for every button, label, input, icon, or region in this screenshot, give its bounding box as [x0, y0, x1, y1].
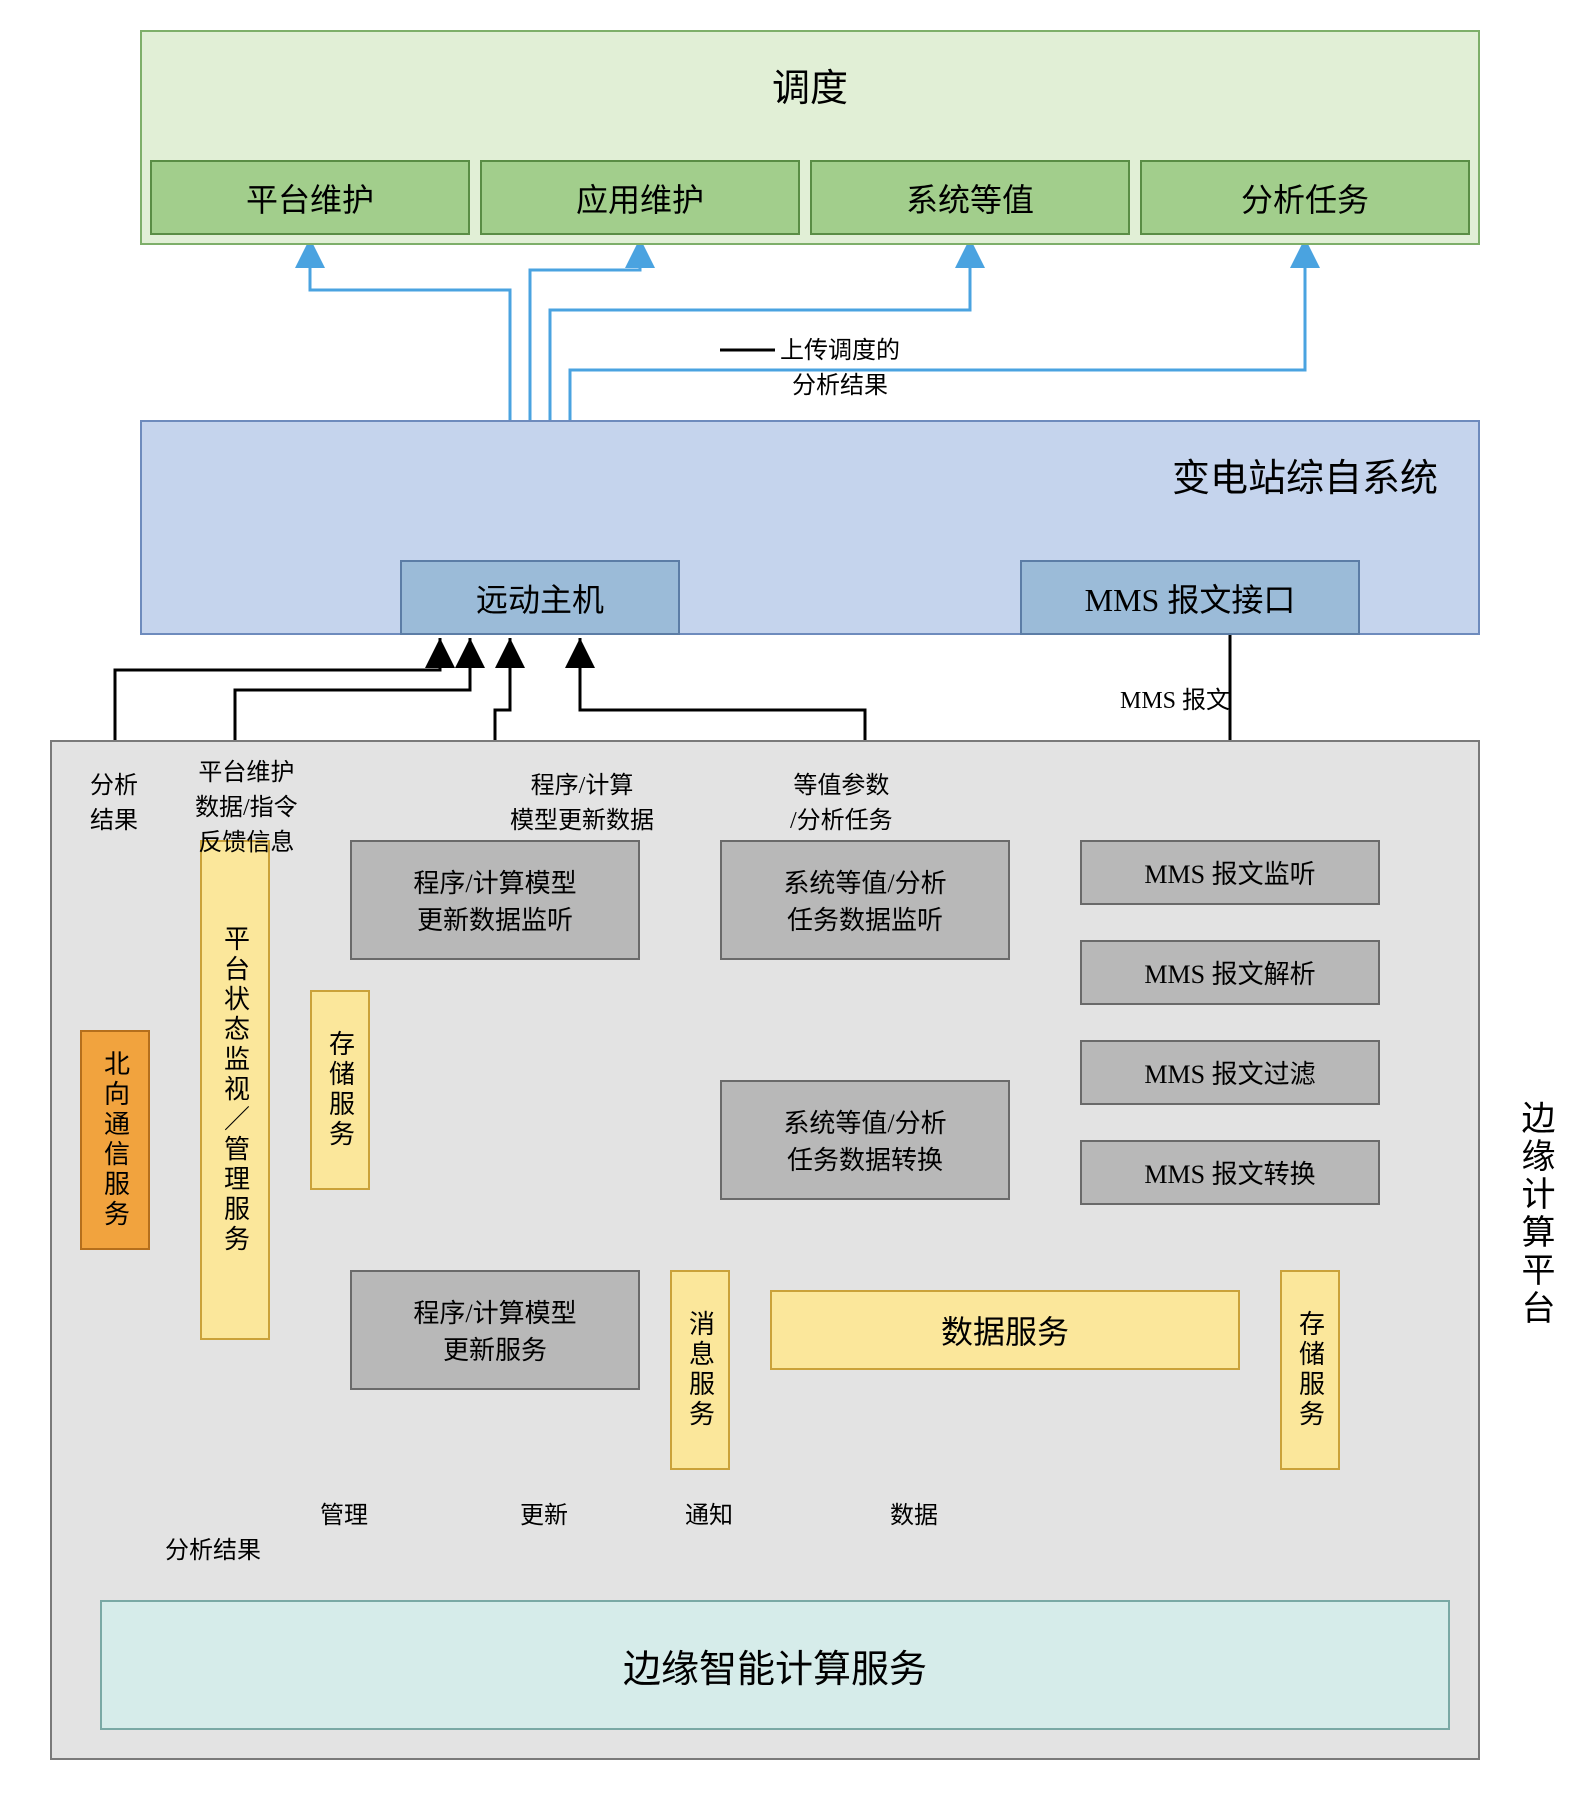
mms_listen: MMS 报文监听	[1080, 840, 1380, 905]
dispatch_t1-label: 平台维护	[246, 175, 374, 221]
sys_listen: 系统等值/分析 任务数据监听	[720, 840, 1010, 960]
north_comm-label: 北向通信服务	[97, 1050, 134, 1230]
mms_parse-label: MMS 报文解析	[1144, 954, 1315, 991]
north_comm: 北向通信服务	[80, 1030, 150, 1250]
label-update: 更新	[520, 1495, 568, 1530]
label-upload_result: 上传调度的 分析结果	[780, 330, 900, 400]
msg_service-label: 消息服务	[682, 1310, 719, 1430]
storage1-label: 存储服务	[322, 1030, 359, 1150]
prog_update-label: 程序/计算模型 更新服务	[413, 1293, 576, 1367]
mms_listen-label: MMS 报文监听	[1144, 854, 1315, 891]
edge_intel: 边缘智能计算服务	[100, 1600, 1450, 1730]
edge_intel-label: 边缘智能计算服务	[623, 1638, 927, 1693]
dispatch_t1: 平台维护	[150, 160, 470, 235]
data_service-label: 数据服务	[941, 1307, 1069, 1353]
mms_filter: MMS 报文过滤	[1080, 1040, 1380, 1105]
mms_interface-label: MMS 报文接口	[1085, 575, 1296, 621]
dispatch_t3-label: 系统等值	[906, 175, 1034, 221]
platform_monitor: 平台状态监视／管理服务	[200, 840, 270, 1340]
substation_outer-label: 变电站综自系统	[1172, 422, 1478, 502]
sys_listen-label: 系统等值/分析 任务数据监听	[783, 863, 946, 937]
dispatch_t4: 分析任务	[1140, 160, 1470, 235]
label-analysis_result: 分析 结果	[90, 765, 138, 835]
label-prog_update_data: 程序/计算 模型更新数据	[510, 765, 654, 835]
dispatch_t3: 系统等值	[810, 160, 1130, 235]
dispatch_outer-label: 调度	[772, 32, 848, 112]
remote_host: 远动主机	[400, 560, 680, 635]
label-analysis_result2: 分析结果	[165, 1530, 261, 1565]
msg_service: 消息服务	[670, 1270, 730, 1470]
label-mms_msg: MMS 报文	[1120, 680, 1230, 715]
mms_filter-label: MMS 报文过滤	[1144, 1054, 1315, 1091]
dispatch_t2: 应用维护	[480, 160, 800, 235]
mms_parse: MMS 报文解析	[1080, 940, 1380, 1005]
storage1: 存储服务	[310, 990, 370, 1190]
label-manage: 管理	[320, 1495, 368, 1530]
prog_update: 程序/计算模型 更新服务	[350, 1270, 640, 1390]
prog_listen: 程序/计算模型 更新数据监听	[350, 840, 640, 960]
dispatch_t2-label: 应用维护	[576, 175, 704, 221]
sys_convert-label: 系统等值/分析 任务数据转换	[783, 1103, 946, 1177]
label-notify: 通知	[685, 1495, 733, 1530]
mms_convert-label: MMS 报文转换	[1144, 1154, 1315, 1191]
storage2-label: 存储服务	[1292, 1310, 1329, 1430]
mms_interface: MMS 报文接口	[1020, 560, 1360, 635]
sys_convert: 系统等值/分析 任务数据转换	[720, 1080, 1010, 1200]
label-platform_feedback: 平台维护 数据/指令 反馈信息	[195, 752, 298, 857]
data_service: 数据服务	[770, 1290, 1240, 1370]
mms_convert: MMS 报文转换	[1080, 1140, 1380, 1205]
remote_host-label: 远动主机	[476, 575, 604, 621]
label-edge_platform: 边缘计算平台	[1510, 1100, 1559, 1328]
label-data: 数据	[890, 1495, 938, 1530]
prog_listen-label: 程序/计算模型 更新数据监听	[413, 863, 576, 937]
storage2: 存储服务	[1280, 1270, 1340, 1470]
dispatch_t4-label: 分析任务	[1241, 175, 1369, 221]
platform_monitor-label: 平台状态监视／管理服务	[217, 925, 254, 1255]
label-equiv_param: 等值参数 /分析任务	[790, 765, 893, 835]
